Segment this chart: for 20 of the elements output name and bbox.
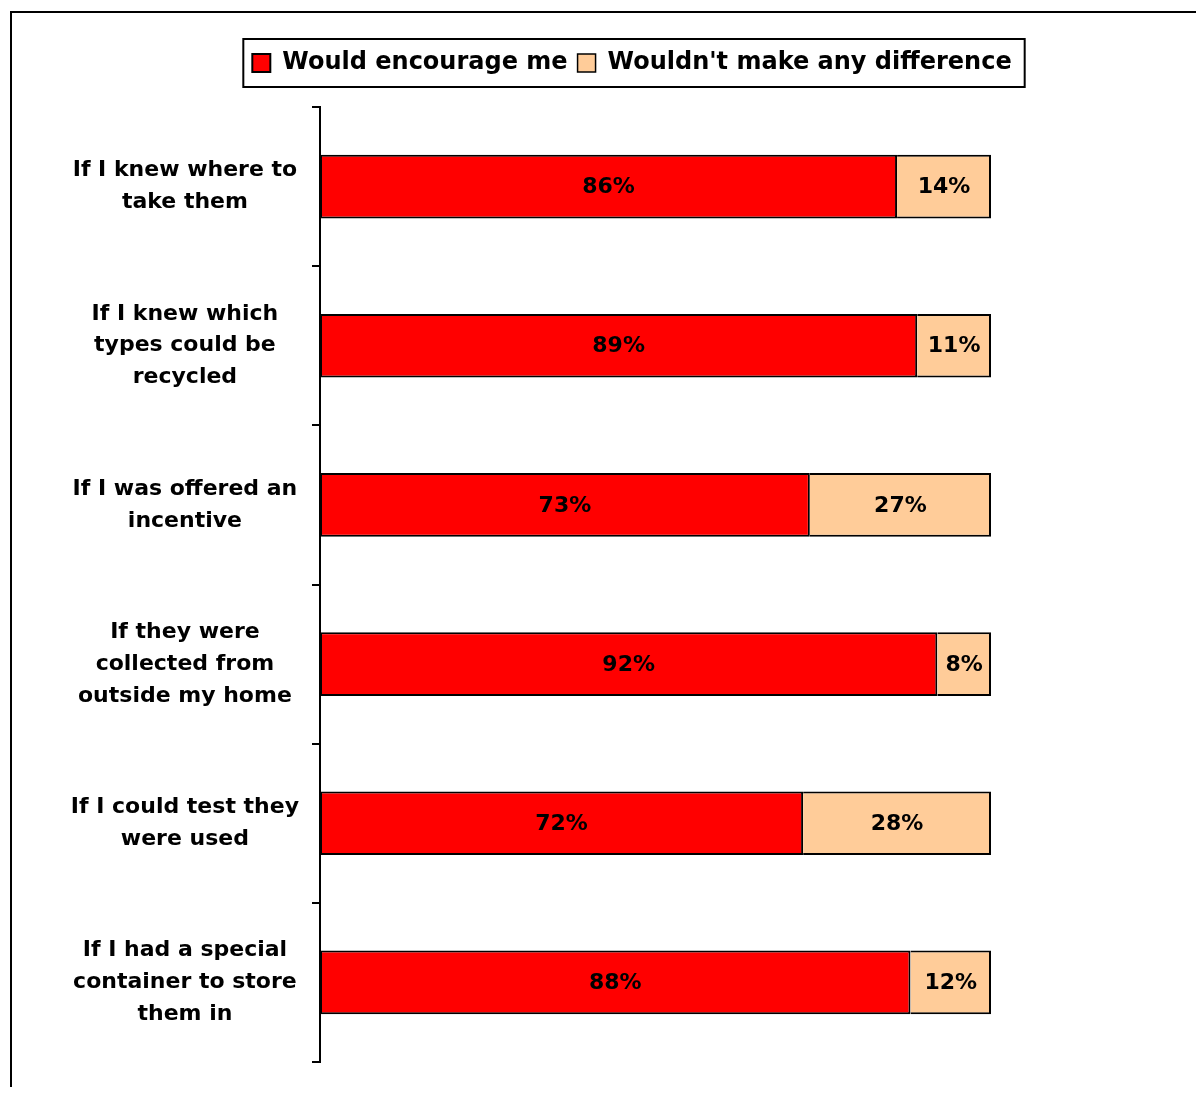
data-label: 86% — [582, 173, 635, 199]
data-label: 72% — [535, 809, 588, 835]
data-label: 89% — [592, 332, 645, 358]
y-tick-label: If they were collected from outside my home — [78, 617, 292, 707]
data-label: 92% — [602, 650, 655, 676]
data-label: 27% — [874, 491, 927, 517]
data-label: 14% — [917, 173, 971, 199]
data-label: 88% — [588, 969, 642, 995]
legend-label: Would encourage me — [282, 47, 568, 76]
data-label: 11% — [927, 332, 981, 358]
y-tick-label: If I knew which types could be recycled — [91, 299, 279, 389]
y-tick-label: If I knew where to take them — [72, 156, 298, 214]
data-label: 12% — [924, 969, 978, 995]
data-label: 8% — [945, 650, 983, 676]
legend-label: Wouldn't make any difference — [607, 47, 1012, 76]
y-tick-label: If I had a special container to store them in — [73, 936, 297, 1026]
y-tick-label: If I was offered an incentive — [72, 474, 298, 532]
y-tick-label: If I could test they were used — [70, 793, 300, 850]
data-label: 73% — [538, 491, 592, 517]
data-label: 28% — [870, 809, 924, 835]
